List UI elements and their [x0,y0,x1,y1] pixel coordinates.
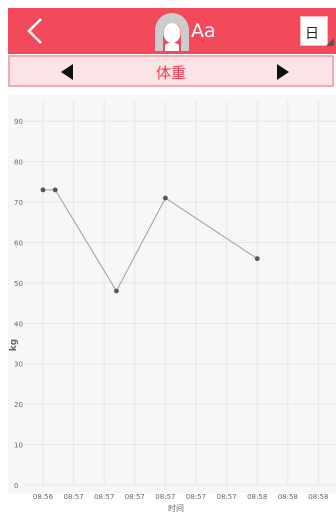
y-tick-label: 20 [14,401,23,409]
triangle-right-icon[interactable] [276,63,290,81]
period-selector-label: 日 [305,26,319,42]
x-tick-label: 08:58 [308,493,328,501]
grid-lines [24,101,336,486]
x-tick-label: 08:57 [125,493,145,501]
x-tick-label: 08:57 [217,493,237,501]
data-point [254,256,260,262]
triangle-left-icon[interactable] [60,63,74,81]
x-tick-label: 08:57 [64,493,84,501]
x-tick-label: 08:56 [33,493,54,501]
username: Aa [191,20,216,42]
weight-line-chart: 0 10 20 30 40 50 60 70 80 90 08:56 08:57 08:57 08:57… [8,95,336,513]
data-points [40,187,260,294]
x-tick-labels: 08:56 08:57 08:57 08:57 08:57 08:57 08:57 08:58… [33,493,329,501]
data-point [163,195,168,201]
x-tick-label: 08:57 [186,493,206,501]
metric-selector-bar: 体重 [8,55,334,87]
metric-title: 体重 [155,64,186,82]
y-tick-label: 30 [14,361,23,369]
x-tick-label: 08:58 [247,493,267,501]
data-point [52,187,58,193]
y-tick-label: 60 [14,239,23,247]
y-tick-label: 90 [14,118,23,126]
app-header: Aa 日 [8,8,336,54]
y-tick-label: 10 [14,442,23,450]
x-axis-label: 时间 [168,503,184,513]
user-avatar-icon[interactable] [153,11,191,51]
plot-background [8,95,336,493]
data-point [114,288,119,294]
y-tick-label: 50 [14,280,23,288]
x-tick-label: 08:58 [278,493,298,501]
data-point [40,187,46,193]
y-axis-label: kg [9,339,19,351]
y-tick-label: 70 [14,199,23,207]
x-tick-label: 08:57 [155,493,175,501]
chevron-left-icon[interactable] [26,17,44,45]
y-tick-labels: 0 10 20 30 40 50 60 70 80 90 [14,118,23,490]
y-tick-label: 80 [14,159,23,167]
dropdown-corner-icon [326,38,334,46]
y-tick-label: 40 [14,320,23,328]
x-tick-label: 08:57 [94,493,114,501]
y-tick-label: 0 [14,482,18,490]
period-selector[interactable]: 日 [300,16,334,46]
